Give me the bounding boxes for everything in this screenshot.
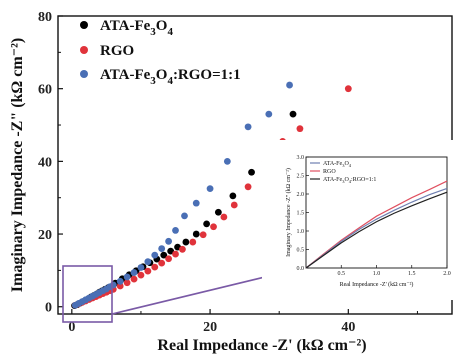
y-tick-label: 20 xyxy=(38,228,52,243)
inset-legend-label: ATA-Fe3O4​ xyxy=(323,161,352,168)
legend-marker xyxy=(80,70,88,78)
data-point xyxy=(116,282,124,290)
inset-y-tick-label: 3.0 xyxy=(297,155,305,161)
data-point xyxy=(123,279,131,287)
y-tick-label: 60 xyxy=(38,83,52,98)
data-point xyxy=(244,183,252,191)
x-axis-ticks: 0 20 40 xyxy=(68,309,418,335)
data-point xyxy=(151,263,159,271)
data-point xyxy=(230,201,238,209)
data-point xyxy=(289,110,297,118)
data-point xyxy=(144,267,152,275)
y-axis-title: Imaginary Impedance -Z" (kΩ cm⁻²) xyxy=(9,38,26,292)
inset-curve xyxy=(305,187,448,269)
data-point xyxy=(203,220,211,228)
inset-legend-label: ATA-Fe3O4:RGO=1:1 xyxy=(323,177,376,184)
data-point xyxy=(220,213,228,221)
data-point xyxy=(210,223,217,231)
data-point xyxy=(160,251,168,259)
data-point xyxy=(189,238,197,246)
inset-y-tick-label: 2.0 xyxy=(297,192,305,198)
data-point xyxy=(151,251,159,259)
data-point xyxy=(265,110,273,118)
legend: ATA-Fe3O4​ RGO ATA-Fe3O4:RGO=1:1 xyxy=(80,18,241,87)
data-point xyxy=(192,199,200,207)
inset-background xyxy=(262,140,454,300)
x-tick-label: 20 xyxy=(203,320,217,335)
series-2 xyxy=(71,81,293,309)
x-tick-label: 0 xyxy=(68,320,75,335)
inset-y-tick-label: 0.0 xyxy=(297,266,305,272)
data-point xyxy=(296,125,304,133)
inset-y-tick-label: 0.5 xyxy=(297,248,305,254)
data-point xyxy=(158,259,166,267)
data-point xyxy=(116,277,124,285)
data-point xyxy=(172,227,179,234)
inset-curve xyxy=(305,191,448,269)
inset-x-tick-label: 1.5 xyxy=(408,271,416,277)
inset-x-tick-label: 0.5 xyxy=(338,271,346,277)
inset-y-tick-label: 2.5 xyxy=(297,174,305,180)
inset-legend-label: RGO xyxy=(323,169,336,175)
inset-curve xyxy=(305,180,448,269)
data-point xyxy=(137,271,145,279)
legend-label: RGO xyxy=(100,43,134,59)
x-tick-label: 40 xyxy=(341,320,355,335)
inset-x-axis-title: Real Impedance -Z' (kΩ cm⁻²) xyxy=(340,281,414,288)
legend-label: ATA-Fe3O4:RGO=1:1 xyxy=(100,67,241,87)
inset-y-axis-title: Imaginary Impedance -Z" (kΩ cm⁻²) xyxy=(285,168,292,257)
data-point xyxy=(137,264,145,271)
zoom-rect xyxy=(62,265,113,323)
data-point xyxy=(286,81,293,89)
data-point xyxy=(192,230,200,238)
y-tick-label: 40 xyxy=(38,155,52,170)
data-point xyxy=(165,255,173,263)
data-point xyxy=(344,85,352,93)
inset-x-tick-label: 1.0 xyxy=(373,271,381,277)
inset-plot: 0.5 1.0 1.5 2.0 0.0 0.5 1.0 1.5 2.0 2.5 3.0 ATA-Fe3… xyxy=(262,140,454,300)
x-axis-title: Real Impedance -Z' (kΩ cm⁻²) xyxy=(157,337,366,354)
y-tick-label: 80 xyxy=(38,10,52,25)
data-point xyxy=(214,208,222,216)
data-point xyxy=(199,231,207,239)
data-point xyxy=(172,250,179,258)
legend-marker xyxy=(80,21,88,29)
y-tick-label: 0 xyxy=(45,301,52,316)
data-point xyxy=(223,157,231,165)
data-point xyxy=(130,275,138,283)
data-point xyxy=(123,273,131,281)
data-point xyxy=(130,269,138,276)
data-point xyxy=(244,123,252,131)
data-point xyxy=(181,212,188,220)
data-points xyxy=(71,81,352,310)
data-point xyxy=(109,281,117,289)
data-point xyxy=(158,245,166,252)
legend-label: ATA-Fe3O4​ xyxy=(100,18,173,38)
inset-y-tick-label: 1.5 xyxy=(297,211,305,217)
data-point xyxy=(179,245,186,253)
inset-y-tick-label: 1.0 xyxy=(297,229,305,235)
data-point xyxy=(229,192,237,200)
inset-x-tick-label: 2.0 xyxy=(443,271,451,277)
y-axis-ticks: 0 20 40 60 80 xyxy=(38,10,63,316)
legend-marker xyxy=(80,46,88,54)
data-point xyxy=(144,258,152,266)
data-point xyxy=(206,185,214,193)
data-point xyxy=(248,168,255,176)
data-point xyxy=(165,237,173,245)
data-point xyxy=(182,238,190,246)
